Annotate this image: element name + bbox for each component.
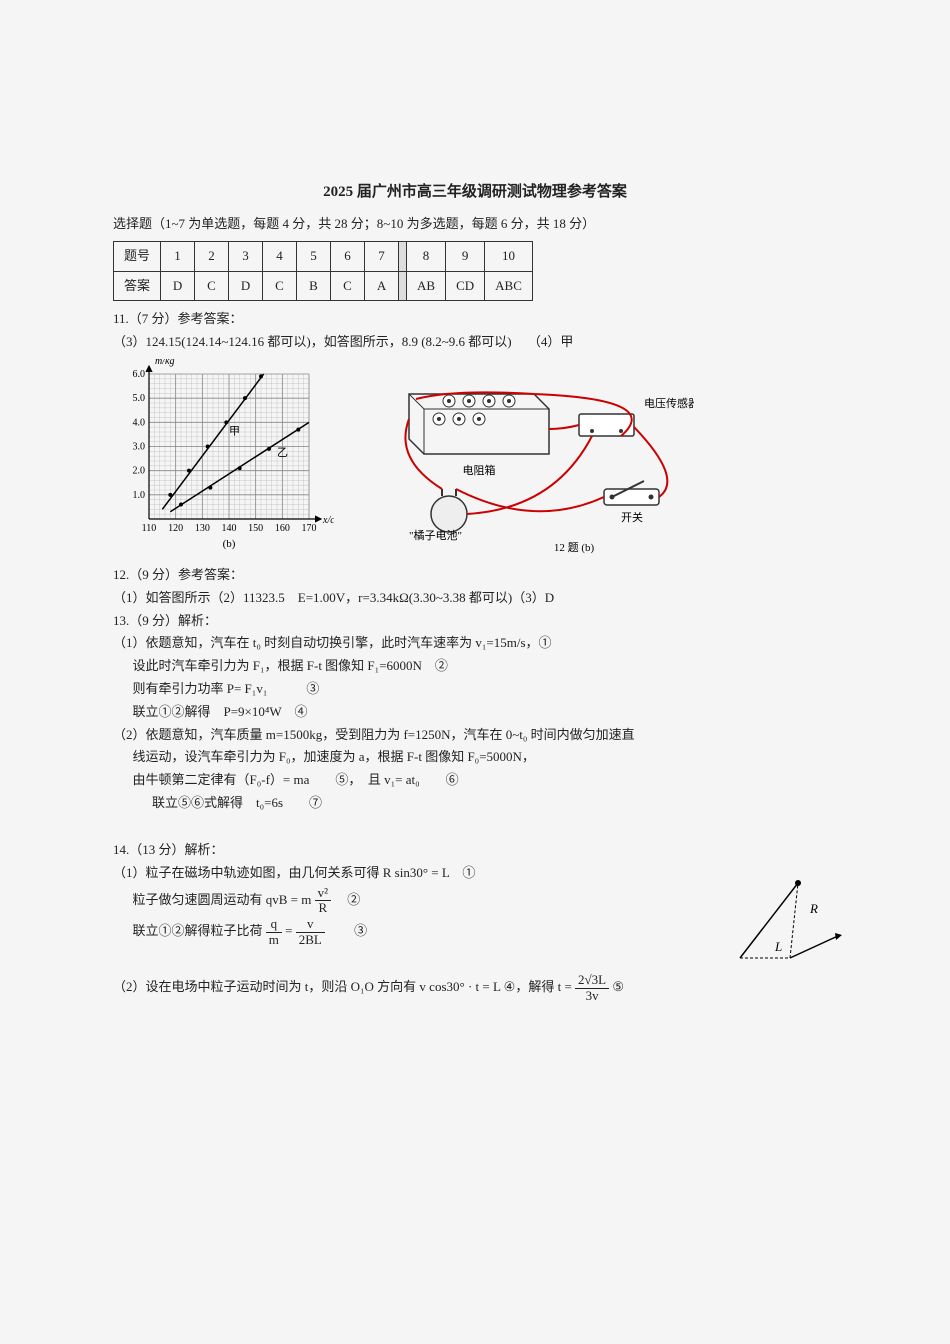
q13-p1a: （1）依题意知，汽车在 t₀ 时刻自动切换引擎，此时汽车速率为 v₁=15m/s… bbox=[113, 633, 850, 654]
svg-text:170: 170 bbox=[302, 523, 317, 534]
svg-text:130: 130 bbox=[195, 523, 210, 534]
q11-text: （3）124.15(124.14~124.16 都可以)，如答图所示，8.9 (… bbox=[113, 332, 850, 353]
svg-text:4.0: 4.0 bbox=[133, 417, 146, 428]
figure-row: 110 120 130 140 150 160 170 1.0 2.0 3.0 4.0 5.0 6.0 m… bbox=[114, 359, 850, 559]
cell: CD bbox=[446, 271, 485, 301]
row-label: 答案 bbox=[114, 271, 161, 301]
cell: 2 bbox=[195, 241, 229, 271]
q13-header: 13.（9 分）解析： bbox=[113, 611, 850, 632]
table-row: 题号 1 2 3 4 5 6 7 8 9 10 bbox=[114, 241, 533, 271]
text: 联立①②解得粒子比荷 bbox=[133, 923, 266, 938]
q14-p2: （2）设在电场中粒子运动时间为 t，则沿 O₁O 方向有 v cos30° · … bbox=[113, 973, 850, 1003]
svg-text:乙: 乙 bbox=[277, 446, 288, 459]
svg-text:5.0: 5.0 bbox=[133, 393, 146, 404]
svg-text:R: R bbox=[809, 901, 818, 916]
subtitle: 选择题（1~7 为单选题，每题 4 分，共 28 分；8~10 为多选题，每题 … bbox=[100, 214, 850, 235]
circuit-diagram: 电阻箱 电压传感器 "橘子电池" 开关 12 题 (b) bbox=[354, 359, 694, 559]
answer-table: 题号 1 2 3 4 5 6 7 8 9 10 答案 D C D C B C A… bbox=[113, 241, 533, 302]
graph-chart: 110 120 130 140 150 160 170 1.0 2.0 3.0 4.0 5.0 6.0 m… bbox=[114, 359, 334, 554]
denominator: 2BL bbox=[296, 933, 325, 947]
svg-text:150: 150 bbox=[248, 523, 263, 534]
document-title: 2025 届广州市高三年级调研测试物理参考答案 bbox=[100, 180, 850, 204]
cell: 3 bbox=[229, 241, 263, 271]
text: ③ bbox=[328, 923, 367, 938]
cell: C bbox=[331, 271, 365, 301]
q12-content: （1）如答图所示（2）11323.5 E=1.00V，r=3.34kΩ(3.30… bbox=[113, 590, 554, 605]
fraction: v 2BL bbox=[296, 917, 325, 947]
table-row: 答案 D C D C B C A AB CD ABC bbox=[114, 271, 533, 301]
svg-text:140: 140 bbox=[222, 523, 237, 534]
cell: C bbox=[195, 271, 229, 301]
q13-p2b: 线运动，设汽车牵引力为 F₀，加速度为 a，根据 F-t 图像知 F₀=5000… bbox=[133, 747, 851, 768]
cell: 5 bbox=[297, 241, 331, 271]
denominator: R bbox=[315, 901, 331, 915]
q11-header: 11.（7 分）参考答案： bbox=[113, 309, 850, 330]
svg-text:160: 160 bbox=[275, 523, 290, 534]
q14-figure: RL bbox=[730, 873, 850, 973]
cell: 9 bbox=[446, 241, 485, 271]
svg-text:120: 120 bbox=[168, 523, 183, 534]
gap bbox=[399, 241, 407, 271]
gap bbox=[399, 271, 407, 301]
numerator: 2√3L bbox=[575, 973, 609, 988]
svg-text:110: 110 bbox=[142, 523, 157, 534]
q13-p1d: 联立①②解得 P=9×10⁴W ④ bbox=[133, 702, 851, 723]
cell: 4 bbox=[263, 241, 297, 271]
svg-text:L: L bbox=[774, 939, 782, 954]
cell: ABC bbox=[485, 271, 533, 301]
cell: D bbox=[229, 271, 263, 301]
cell: 8 bbox=[407, 241, 446, 271]
svg-text:1.0: 1.0 bbox=[133, 490, 146, 501]
svg-text:6.0: 6.0 bbox=[133, 369, 146, 380]
denominator: m bbox=[266, 933, 282, 947]
fraction: q m bbox=[266, 917, 282, 947]
numerator: v bbox=[296, 917, 325, 932]
q13-p2d: 联立⑤⑥式解得 t₀=6s ⑦ bbox=[152, 793, 850, 814]
q12-text: （1）如答图所示（2）11323.5 E=1.00V，r=3.34kΩ(3.30… bbox=[113, 588, 850, 609]
row-label: 题号 bbox=[114, 241, 161, 271]
svg-text:x/cm: x/cm bbox=[322, 515, 334, 526]
cell: B bbox=[297, 271, 331, 301]
fraction: 2√3L 3v bbox=[575, 973, 609, 1003]
cell: AB bbox=[407, 271, 446, 301]
q11-part4: （4）甲 bbox=[528, 334, 574, 349]
cell: 1 bbox=[161, 241, 195, 271]
cell: 10 bbox=[485, 241, 533, 271]
q13-p2c: 由牛顿第二定律有（F₀-f）= ma ⑤， 且 v₁= at₀ ⑥ bbox=[133, 770, 851, 791]
q14-header: 14.（13 分）解析： bbox=[113, 840, 850, 861]
cell: 7 bbox=[365, 241, 399, 271]
svg-text:m/kg: m/kg bbox=[155, 359, 174, 367]
cell: 6 bbox=[331, 241, 365, 271]
text: = bbox=[285, 923, 296, 938]
text: 粒子做匀速圆周运动有 qvB = m bbox=[133, 892, 312, 907]
denominator: 3v bbox=[575, 989, 609, 1003]
svg-text:2.0: 2.0 bbox=[133, 466, 146, 477]
svg-text:甲: 甲 bbox=[229, 425, 240, 437]
text: ② bbox=[334, 892, 360, 907]
svg-text:(b): (b) bbox=[223, 538, 236, 550]
svg-text:"橘子电池": "橘子电池" bbox=[409, 529, 462, 542]
fraction: v² R bbox=[315, 886, 331, 916]
svg-text:12 题 (b): 12 题 (b) bbox=[554, 541, 595, 554]
q13-p1c: 则有牵引力功率 P= F₁v₁ ③ bbox=[133, 679, 851, 700]
cell: D bbox=[161, 271, 195, 301]
q12-header: 12.（9 分）参考答案： bbox=[113, 565, 850, 586]
q13-p1b: 设此时汽车牵引力为 F₁，根据 F-t 图像知 F₁=6000N ② bbox=[133, 656, 851, 677]
cell: C bbox=[263, 271, 297, 301]
svg-text:电压传感器: 电压传感器 bbox=[644, 397, 694, 410]
text: （2）设在电场中粒子运动时间为 t，则沿 O₁O 方向有 v cos30° · … bbox=[113, 979, 575, 994]
numerator: q bbox=[266, 917, 282, 932]
cell: A bbox=[365, 271, 399, 301]
text: ⑤ bbox=[612, 979, 624, 994]
svg-text:电阻箱: 电阻箱 bbox=[463, 463, 496, 477]
numerator: v² bbox=[315, 886, 331, 901]
q13-p2a: （2）依题意知，汽车质量 m=1500kg，受到阻力为 f=1250N，汽车在 … bbox=[113, 725, 850, 746]
svg-text:3.0: 3.0 bbox=[133, 441, 146, 452]
svg-text:开关: 开关 bbox=[621, 510, 643, 524]
q11-part3: （3）124.15(124.14~124.16 都可以)，如答图所示，8.9 (… bbox=[113, 334, 512, 349]
